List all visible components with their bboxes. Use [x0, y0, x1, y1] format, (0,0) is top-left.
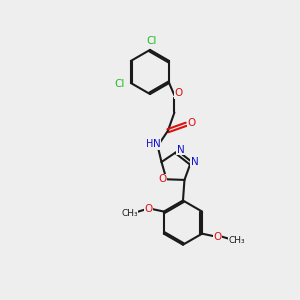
Text: O: O — [175, 88, 183, 98]
Text: N: N — [191, 157, 199, 166]
Text: O: O — [144, 204, 153, 214]
Text: CH₃: CH₃ — [121, 209, 138, 218]
Text: O: O — [188, 118, 196, 128]
Text: H: H — [146, 139, 153, 149]
Text: N: N — [153, 139, 161, 149]
Text: CH₃: CH₃ — [228, 236, 245, 244]
Text: Cl: Cl — [146, 36, 157, 46]
Text: Cl: Cl — [115, 80, 125, 89]
Text: O: O — [213, 232, 221, 242]
Text: O: O — [158, 174, 166, 184]
Text: N: N — [177, 145, 184, 154]
